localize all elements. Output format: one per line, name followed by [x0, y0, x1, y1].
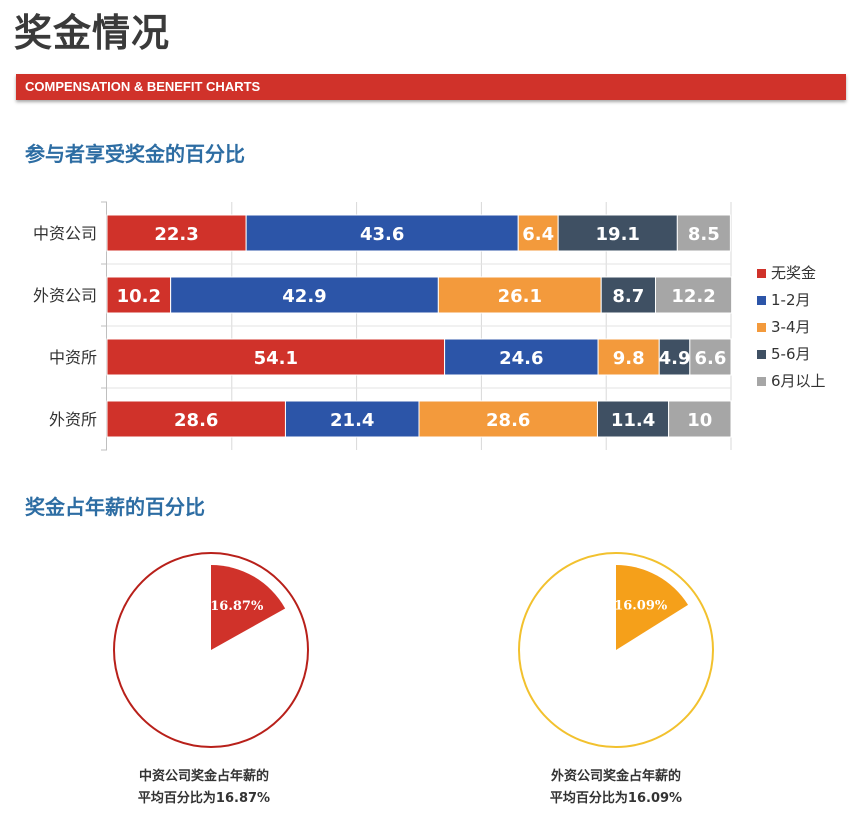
- pie-slice-label: 16.87%: [210, 599, 264, 614]
- data-label: 28.6: [486, 410, 530, 431]
- page-title: 奖金情况: [14, 11, 171, 55]
- data-label: 19.1: [596, 224, 640, 245]
- bar-segment: [597, 338, 660, 376]
- pie-caption-line1: 中资公司奖金占年薪的: [138, 769, 269, 784]
- legend-label: 无奖金: [771, 264, 816, 282]
- legend-swatch: [757, 377, 766, 386]
- section-title-bonus-share: 参与者享受奖金的百分比: [25, 142, 245, 166]
- data-label: 24.6: [499, 348, 543, 369]
- data-label: 8.7: [612, 286, 644, 307]
- category-label: 中资公司: [33, 224, 97, 243]
- legend-label: 6月以上: [771, 372, 826, 390]
- pie-chart-foreign-companies: 16.09%: [518, 552, 714, 748]
- data-label: 6.6: [694, 348, 726, 369]
- pie-slice: [211, 565, 286, 650]
- data-label: 43.6: [360, 224, 404, 245]
- legend-swatch: [757, 350, 766, 359]
- data-label: 6.4: [522, 224, 554, 245]
- data-label: 28.6: [174, 410, 218, 431]
- pie-caption-line1: 外资公司奖金占年薪的: [550, 769, 681, 784]
- pie-slice: [616, 565, 689, 650]
- bar-segment: [676, 214, 731, 252]
- category-label: 外资公司: [33, 286, 97, 305]
- pie-chart-chinese-companies: 16.87%: [113, 552, 309, 748]
- bar-segment: [444, 338, 599, 376]
- data-label: 26.1: [498, 286, 542, 307]
- legend-swatch: [757, 323, 766, 332]
- bar-segment: [106, 400, 286, 438]
- bar-segment: [284, 400, 420, 438]
- data-label: 21.4: [330, 410, 374, 431]
- section-title-bonus-ratio: 奖金占年薪的百分比: [25, 495, 205, 519]
- pie-caption-line2: 平均百分比为16.09%: [549, 791, 683, 806]
- header-banner: COMPENSATION & BENEFIT CHARTS: [16, 74, 846, 100]
- data-label: 42.9: [282, 286, 326, 307]
- banner-text: COMPENSATION & BENEFIT CHARTS: [25, 79, 261, 94]
- bar-segment: [418, 400, 598, 438]
- data-label: 9.8: [613, 348, 645, 369]
- legend-label: 3-4月: [771, 318, 811, 336]
- stacked-bar-chart: 中资公司 22.3 43.6 6.4 19.1 8.5 外资公司 10.2 42.9 26.1 8.…: [33, 201, 826, 451]
- data-label: 12.2: [671, 286, 715, 307]
- bar-segment: [437, 276, 602, 314]
- pie-caption-foreign-companies: 外资公司奖金占年薪的 平均百分比为16.09%: [466, 766, 766, 810]
- legend-label: 5-6月: [771, 345, 811, 363]
- legend-swatch: [757, 296, 766, 305]
- category-label: 外资所: [49, 410, 97, 429]
- data-label: 54.1: [254, 348, 298, 369]
- bar-segment: [654, 276, 733, 314]
- bar-segment: [170, 276, 439, 314]
- pie-caption-chinese-companies: 中资公司奖金占年薪的 平均百分比为16.87%: [54, 766, 354, 810]
- data-label: 22.3: [154, 224, 198, 245]
- bar-segment: [689, 338, 732, 376]
- bar-segment: [658, 338, 691, 376]
- legend-swatch: [757, 269, 766, 278]
- pie-caption-line2: 平均百分比为16.87%: [137, 791, 271, 806]
- data-label: 4.9: [659, 348, 691, 369]
- pie-slice-label: 16.09%: [614, 598, 668, 613]
- data-label: 10.2: [117, 286, 161, 307]
- bar-segment: [106, 338, 446, 376]
- legend-label: 1-2月: [771, 291, 811, 309]
- bar-segment: [668, 400, 732, 438]
- category-label: 中资所: [49, 348, 97, 367]
- data-label: 8.5: [688, 224, 720, 245]
- bar-segment: [106, 276, 172, 314]
- data-label: 11.4: [611, 410, 655, 431]
- data-label: 10: [687, 410, 712, 431]
